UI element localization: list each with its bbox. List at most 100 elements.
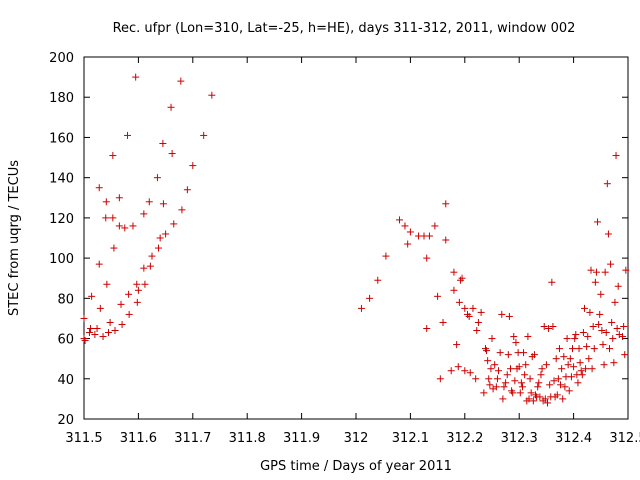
data-point-s2 bbox=[442, 236, 450, 244]
data-point-s1 bbox=[189, 162, 197, 170]
data-point-s2 bbox=[439, 318, 447, 326]
data-point-s1 bbox=[118, 320, 126, 328]
y-tick-label: 40 bbox=[57, 373, 74, 388]
data-point-s1 bbox=[115, 222, 123, 230]
data-point-s2 bbox=[607, 260, 615, 268]
data-point-s2 bbox=[569, 345, 577, 353]
data-point-s2 bbox=[434, 292, 442, 300]
data-point-s1 bbox=[134, 286, 142, 294]
data-point-s2 bbox=[491, 361, 499, 369]
y-tick-label: 60 bbox=[57, 333, 74, 348]
x-tick-label: 312.5 bbox=[609, 431, 640, 446]
data-point-s2 bbox=[579, 329, 587, 337]
data-point-s2 bbox=[589, 322, 597, 330]
data-point-s2 bbox=[620, 322, 628, 330]
data-point-s2 bbox=[538, 365, 546, 373]
data-point-s2 bbox=[529, 397, 537, 405]
data-point-s2 bbox=[585, 355, 593, 363]
data-point-s2 bbox=[601, 268, 609, 276]
data-point-s2 bbox=[461, 367, 469, 375]
x-tick-label: 312.2 bbox=[446, 431, 483, 446]
x-tick-label: 311.5 bbox=[65, 431, 102, 446]
data-point-s2 bbox=[450, 286, 458, 294]
data-point-s1 bbox=[88, 292, 96, 300]
data-point-s2 bbox=[480, 389, 488, 397]
data-point-s2 bbox=[396, 216, 404, 224]
data-point-s2 bbox=[524, 333, 532, 341]
data-point-s2 bbox=[469, 304, 477, 312]
data-point-s1 bbox=[129, 222, 137, 230]
x-tick-label: 312.1 bbox=[392, 431, 429, 446]
data-point-s1 bbox=[96, 304, 104, 312]
y-axis-title: STEC from uqrg / TECUs bbox=[7, 160, 22, 316]
data-point-s2 bbox=[493, 375, 501, 383]
data-point-s2 bbox=[473, 327, 481, 335]
data-point-s2 bbox=[458, 274, 466, 282]
data-point-s2 bbox=[511, 377, 519, 385]
data-point-s2 bbox=[495, 367, 503, 375]
data-point-s1 bbox=[99, 333, 107, 341]
data-point-s2 bbox=[543, 399, 551, 407]
data-point-s1 bbox=[106, 318, 114, 326]
data-point-s1 bbox=[140, 210, 148, 218]
data-point-s2 bbox=[436, 375, 444, 383]
data-point-s2 bbox=[485, 375, 493, 383]
data-point-s1 bbox=[121, 224, 129, 232]
data-point-s1 bbox=[178, 206, 186, 214]
x-tick-label: 312.3 bbox=[501, 431, 538, 446]
data-point-s2 bbox=[503, 371, 511, 379]
data-point-s2 bbox=[382, 252, 390, 260]
x-tick-label: 311.7 bbox=[174, 431, 211, 446]
data-point-s2 bbox=[466, 369, 474, 377]
data-point-s2 bbox=[525, 395, 533, 403]
data-point-s2 bbox=[612, 152, 620, 160]
data-point-s2 bbox=[614, 282, 622, 290]
data-point-s1 bbox=[168, 150, 176, 158]
data-point-s2 bbox=[576, 359, 584, 367]
data-point-s2 bbox=[486, 381, 494, 389]
data-point-s2 bbox=[570, 363, 578, 371]
data-point-s1 bbox=[132, 73, 140, 81]
data-point-s2 bbox=[549, 322, 557, 330]
data-point-s2 bbox=[603, 180, 611, 188]
data-point-s1 bbox=[95, 260, 103, 268]
data-point-s2 bbox=[596, 310, 604, 318]
data-point-s1 bbox=[93, 325, 101, 332]
y-tick-label: 20 bbox=[57, 413, 74, 428]
data-point-s2 bbox=[586, 308, 594, 316]
data-point-s2 bbox=[574, 379, 582, 387]
data-point-s2 bbox=[518, 383, 526, 391]
data-point-s1 bbox=[103, 280, 111, 288]
x-axis-title: GPS time / Days of year 2011 bbox=[260, 459, 452, 474]
data-point-s2 bbox=[496, 349, 504, 357]
data-point-s2 bbox=[512, 339, 520, 347]
data-point-s2 bbox=[521, 371, 529, 379]
data-point-s2 bbox=[546, 381, 554, 389]
data-point-s2 bbox=[535, 379, 543, 387]
y-tick-label: 140 bbox=[49, 172, 74, 187]
data-point-s1 bbox=[109, 152, 117, 160]
data-point-s2 bbox=[506, 365, 514, 373]
y-tick-label: 200 bbox=[49, 51, 74, 66]
x-tick-label: 311.8 bbox=[229, 431, 266, 446]
data-point-s2 bbox=[560, 353, 568, 361]
data-point-s1 bbox=[170, 220, 178, 228]
data-point-s2 bbox=[534, 383, 542, 391]
y-tick-label: 100 bbox=[49, 252, 74, 267]
data-point-s2 bbox=[499, 395, 507, 403]
data-point-s2 bbox=[622, 266, 630, 274]
data-point-s2 bbox=[447, 367, 455, 375]
data-point-s2 bbox=[590, 345, 598, 353]
data-point-s2 bbox=[509, 389, 517, 397]
data-point-s1 bbox=[146, 262, 154, 270]
data-point-s1 bbox=[159, 200, 167, 208]
data-points bbox=[80, 73, 630, 407]
data-point-s2 bbox=[526, 375, 534, 383]
data-point-s2 bbox=[606, 345, 614, 353]
data-point-s1 bbox=[156, 234, 164, 242]
data-point-s1 bbox=[183, 186, 191, 194]
data-point-s2 bbox=[558, 365, 566, 373]
data-point-s1 bbox=[81, 337, 89, 345]
data-point-s2 bbox=[591, 278, 599, 286]
data-point-s2 bbox=[595, 320, 603, 328]
